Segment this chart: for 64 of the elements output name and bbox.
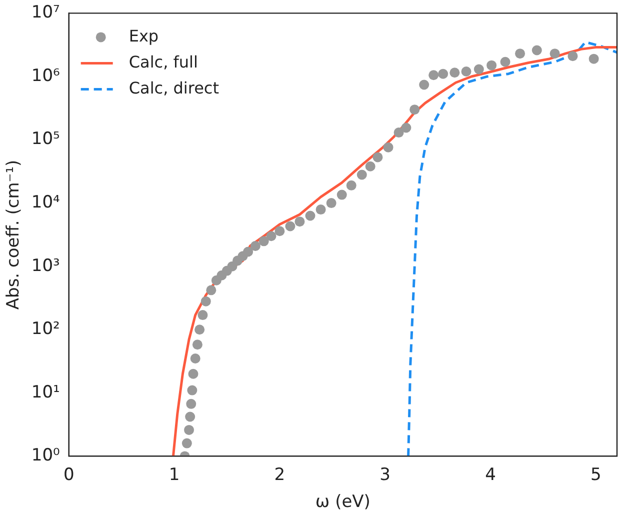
x-tick-label: 1: [168, 464, 180, 485]
point: [184, 424, 194, 435]
x-tick-label: 4: [485, 464, 496, 485]
point: [305, 210, 316, 221]
y-tick-label: 10¹: [31, 382, 60, 402]
point: [182, 438, 192, 448]
point: [474, 64, 484, 74]
point: [419, 80, 430, 90]
x-axis-title: ω (eV): [315, 492, 370, 512]
y-tick-label: 10⁰: [31, 446, 60, 466]
legend-label: Calc, full: [128, 52, 198, 72]
y-tick-label: 10⁴: [31, 192, 60, 212]
point: [258, 236, 269, 246]
point: [372, 152, 383, 162]
line-series: [407, 40, 617, 456]
point: [336, 190, 347, 200]
point: [438, 68, 448, 79]
point: [428, 70, 439, 80]
point: [486, 60, 497, 70]
point: [294, 216, 305, 227]
y-axis-title: Abs. coeff. (cm⁻¹): [4, 160, 24, 310]
legend-label: Exp: [128, 26, 159, 46]
point: [243, 246, 254, 257]
point: [515, 48, 526, 59]
y-tick-label: 10³: [31, 256, 60, 276]
point: [200, 296, 211, 306]
x-tick-label: 0: [63, 464, 74, 485]
point: [588, 54, 599, 64]
point: [461, 66, 472, 76]
point: [316, 204, 326, 215]
point: [185, 412, 196, 422]
point: [550, 48, 560, 59]
point: [383, 142, 394, 152]
y-tick-label: 10²: [31, 319, 60, 340]
point: [186, 398, 196, 409]
y-tick-label: 10⁶: [31, 66, 60, 86]
point: [346, 180, 356, 190]
point: [500, 56, 510, 67]
point: [266, 231, 276, 242]
point: [568, 51, 578, 62]
x-tick-label: 5: [590, 464, 602, 485]
point: [356, 170, 367, 180]
point: [365, 161, 376, 172]
x-tick-label: 2: [274, 464, 286, 485]
legend-label: Calc, direct: [128, 78, 219, 98]
point: [326, 198, 336, 208]
point: [190, 353, 200, 364]
x-tick-label: 3: [380, 464, 391, 485]
point: [198, 310, 208, 320]
point: [401, 122, 412, 133]
point: [274, 226, 285, 236]
point: [410, 104, 420, 115]
point: [206, 285, 216, 296]
point: [394, 128, 404, 138]
point: [285, 221, 296, 232]
point: [450, 68, 460, 78]
y-tick-label: 10⁵: [31, 129, 60, 150]
point: [532, 45, 542, 56]
point: [187, 385, 198, 396]
point: [194, 324, 205, 335]
point: [188, 368, 198, 379]
point: [250, 240, 260, 251]
point: [192, 340, 202, 350]
y-tick-label: 10⁷: [31, 2, 60, 23]
